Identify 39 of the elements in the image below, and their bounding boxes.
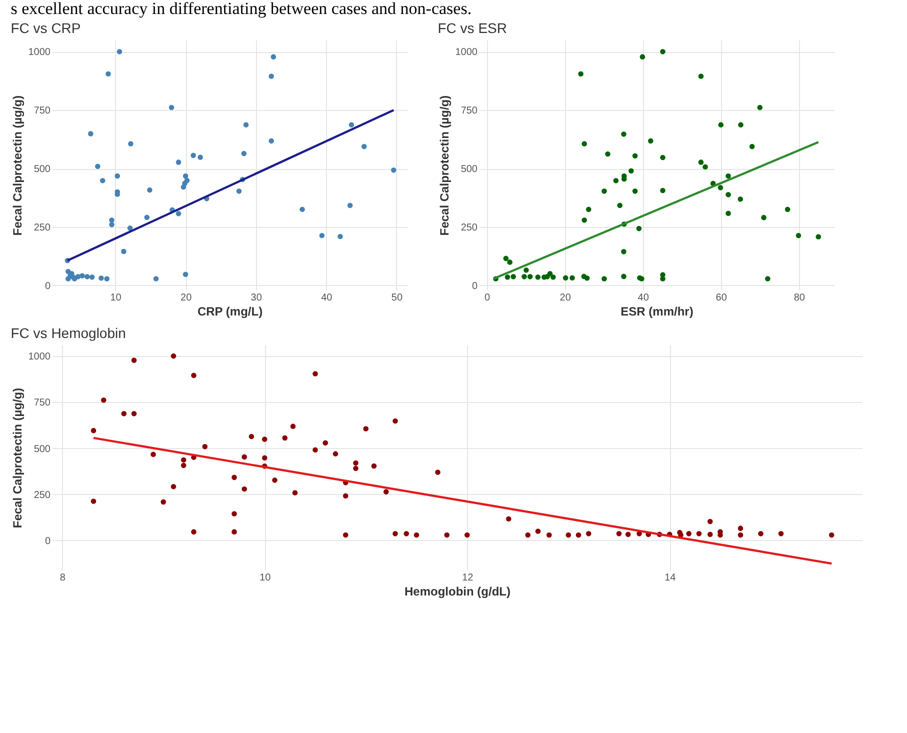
y-axis-title: Fecal Calprotectin (µg/g) <box>10 95 24 236</box>
x-tick-label: 10 <box>110 292 122 304</box>
y-tick-label: 750 <box>34 398 51 409</box>
y-tick-label: 500 <box>460 164 478 176</box>
y-axis-title: Fecal Calprotectin (µg/g) <box>437 95 452 236</box>
x-tick-label: 20 <box>560 292 572 304</box>
y-tick-label: 750 <box>34 106 51 117</box>
x-tick-label: 40 <box>321 292 333 304</box>
y-tick-label: 750 <box>460 106 478 117</box>
x-axis-title: CRP (mg/L) <box>197 304 263 318</box>
x-tick-label: 40 <box>638 292 650 304</box>
y-tick-label: 0 <box>472 280 478 292</box>
x-tick-label: 14 <box>664 572 676 584</box>
y-tick-label: 250 <box>34 490 51 501</box>
x-tick-label: 20 <box>180 292 192 304</box>
x-tick-label: 12 <box>462 572 474 584</box>
x-tick-label: 0 <box>484 292 491 304</box>
y-tick-label: 1000 <box>28 47 51 58</box>
chart-title: FC vs Hemoglobin <box>10 325 126 341</box>
y-axis-title: Fecal Calprotectin (µg/g) <box>10 388 24 528</box>
y-tick-label: 0 <box>44 280 51 292</box>
y-tick-label: 250 <box>34 222 51 234</box>
x-tick-label: 80 <box>794 292 806 304</box>
x-tick-label: 8 <box>60 572 66 584</box>
y-tick-label: 1000 <box>455 47 478 58</box>
x-tick-label: 60 <box>716 292 728 304</box>
x-axis-title: ESR (mm/hr) <box>620 304 694 318</box>
y-tick-label: 0 <box>44 536 51 547</box>
y-tick-label: 1000 <box>28 352 51 363</box>
x-tick-label: 50 <box>391 292 403 304</box>
y-tick-label: 250 <box>460 222 478 234</box>
x-tick-label: 10 <box>260 572 272 584</box>
x-tick-label: 30 <box>250 292 262 304</box>
y-tick-label: 500 <box>34 444 51 455</box>
y-tick-label: 500 <box>34 164 51 176</box>
chart-title: FC vs CRP <box>10 20 81 36</box>
text: s excellent accuracy in differentiating between cases and non-cases. <box>10 0 472 18</box>
chart-title: FC vs ESR <box>438 20 507 36</box>
x-axis-title: Hemoglobin (g/dL) <box>404 584 510 598</box>
